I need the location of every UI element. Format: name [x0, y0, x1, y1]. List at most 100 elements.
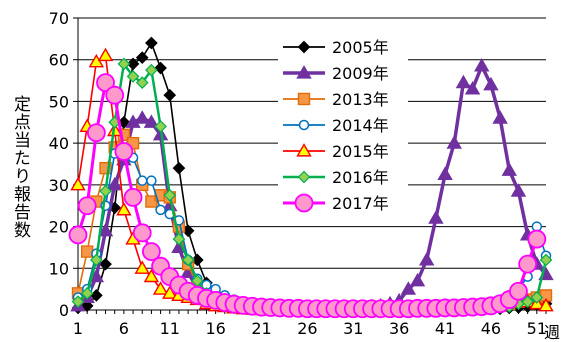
point-2017年-w3	[86, 123, 106, 143]
point-2017年-w50	[518, 254, 538, 274]
point-2016年-w7	[126, 70, 140, 83]
point-2017年-w8	[132, 223, 152, 243]
x-tick-label-21: 21	[251, 319, 271, 338]
point-2015年-w4	[97, 47, 114, 62]
point-2016年-w8	[135, 76, 149, 90]
y-tick-labels: 0 10 20 30 40 50 60 70	[49, 9, 69, 320]
y-tick-label-10: 10	[49, 259, 69, 278]
x-tick-label-26: 26	[297, 319, 317, 338]
point-2009年-w41	[437, 166, 453, 181]
legend-label-2017年: 2017年	[332, 194, 389, 213]
x-tick-label-36: 36	[389, 319, 409, 338]
point-2009年-w4	[97, 222, 114, 237]
point-2013年-w4	[99, 161, 112, 175]
legend-item-2009年: 2009年	[283, 64, 389, 83]
point-2014年-w8	[136, 175, 148, 186]
legend-marker-2014年	[298, 119, 310, 131]
point-2005年-w11	[163, 88, 177, 102]
point-2009年-w40	[428, 210, 444, 224]
point-2009年-w45	[474, 58, 490, 72]
point-2016年-w52	[539, 253, 553, 267]
legend-label-2015年: 2015年	[332, 142, 389, 161]
legend-item-2016年: 2016年	[283, 168, 389, 187]
series-group	[68, 36, 554, 319]
point-2015年-w6	[116, 201, 132, 216]
point-2005年-w9	[145, 36, 158, 50]
x-tick-label-41: 41	[435, 319, 455, 338]
point-2017年-w5	[105, 85, 125, 105]
x-tick-label-11: 11	[160, 319, 180, 338]
legend-label-2016年: 2016年	[332, 168, 389, 187]
point-2016年-w51	[530, 291, 544, 304]
point-2009年-w43	[455, 74, 472, 89]
legend-marker-2015年	[296, 143, 312, 157]
point-2017年-w2	[77, 196, 97, 216]
legend-item-2017年: 2017年	[283, 193, 389, 213]
y-tick-label-70: 70	[49, 9, 69, 28]
x-tick-label-31: 31	[343, 319, 363, 338]
y-tick-label-60: 60	[49, 51, 69, 70]
x-tick-label-1: 1	[73, 319, 83, 338]
point-2016年-w13	[181, 253, 195, 267]
point-2017年-w6	[114, 142, 134, 161]
point-2016年-w1	[71, 295, 85, 309]
point-2014年-w10	[155, 204, 166, 216]
legend-item-2014年: 2014年	[283, 116, 389, 135]
legend-label-2014年: 2014年	[332, 116, 389, 135]
point-2014年-w9	[146, 175, 157, 186]
legend-item-2005年: 2005年	[283, 38, 389, 57]
point-2015年-w9	[143, 268, 160, 283]
legend-marker-2016年	[297, 170, 311, 184]
point-2017年-w7	[123, 187, 143, 207]
legend-label-2005年: 2005年	[332, 38, 389, 57]
point-2005年-w4	[99, 257, 112, 271]
legend: 2005年 2009年 2013年 2014年 2015年 2016年 2017年	[278, 32, 408, 222]
y-axis-title: 定点当たり報告数	[10, 95, 30, 239]
point-2016年-w50	[521, 295, 534, 309]
point-2005年-w7	[126, 57, 140, 71]
point-2009年-w47	[492, 110, 508, 124]
point-2017年-w4	[96, 73, 115, 93]
point-2016年-w2	[80, 286, 94, 300]
point-2013年-w9	[145, 195, 158, 208]
point-2009年-w49	[510, 183, 527, 197]
point-2016年-w12	[172, 232, 186, 246]
point-2009年-w8	[134, 110, 150, 124]
x-tick-label-6: 6	[119, 319, 129, 338]
point-2009年-w46	[483, 76, 499, 91]
point-2005年-w8	[135, 51, 149, 64]
point-2016年-w6	[117, 57, 131, 71]
point-2016年-w10	[154, 120, 167, 133]
legend-label-2013年: 2013年	[332, 90, 389, 109]
legend-item-2013年: 2013年	[283, 90, 389, 109]
legend-label-2009年: 2009年	[332, 64, 389, 83]
point-2005年-w12	[172, 161, 186, 175]
y-tick-label-50: 50	[49, 92, 69, 111]
point-2009年-w5	[106, 176, 123, 191]
point-2017年-w9	[142, 242, 161, 262]
x-tick-label-51: 51	[527, 319, 547, 338]
legend-item-2015年: 2015年	[283, 142, 389, 161]
legend-marker-2005年	[297, 40, 311, 54]
point-2013年-w2	[80, 245, 94, 258]
point-2016年-w11	[163, 188, 177, 202]
x-axis-title: 週	[544, 323, 560, 342]
x-tick-label-46: 46	[481, 319, 501, 338]
x-tick-labels: 1 6 11 16 21 26 31 36 41 46 51	[73, 319, 547, 338]
point-2009年-w48	[501, 162, 518, 176]
legend-marker-2009年	[296, 65, 312, 79]
point-2017年-w51	[527, 229, 547, 249]
y-tick-label-20: 20	[49, 218, 69, 237]
point-2005年-w10	[154, 61, 167, 75]
point-2009年-w42	[446, 135, 462, 149]
point-2005年-w2	[80, 299, 94, 313]
point-2015年-w8	[134, 260, 150, 274]
legend-marker-2013年	[297, 92, 311, 106]
point-2017年-w49	[509, 281, 528, 301]
series-2017年	[68, 73, 547, 319]
point-2015年-w10	[152, 281, 169, 295]
point-2015年-w52	[538, 297, 554, 312]
point-2009年-w9	[143, 114, 160, 128]
point-2016年-w3	[90, 253, 103, 267]
